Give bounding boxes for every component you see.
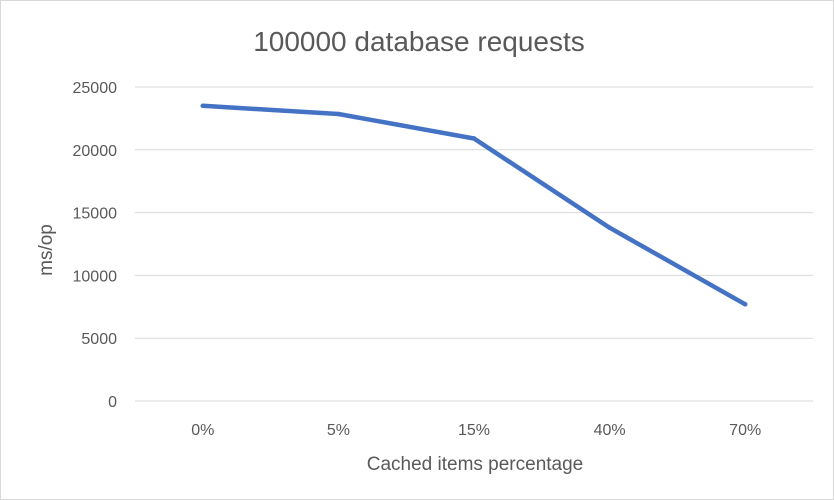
gridlines: [135, 86, 813, 402]
y-tick-label: 5000: [81, 331, 117, 348]
series-layer: [200, 103, 748, 307]
y-axis-ticks: 0 5000 10000 15000 20000 25000: [73, 80, 118, 411]
series-line: [200, 103, 748, 307]
x-tick-label: 70%: [729, 422, 761, 439]
x-tick-label: 40%: [594, 422, 626, 439]
y-tick-label: 25000: [73, 80, 118, 97]
y-tick-label: 15000: [73, 206, 118, 223]
data-point: [471, 136, 477, 141]
x-axis-ticks: 0% 5% 15% 40% 70%: [191, 422, 761, 439]
y-tick-label: 20000: [73, 143, 118, 160]
x-tick-label: 5%: [327, 422, 350, 439]
x-tick-label: 15%: [458, 422, 490, 439]
y-tick-label: 10000: [73, 268, 118, 285]
data-point: [607, 225, 612, 230]
x-tick-label: 0%: [191, 422, 214, 439]
y-axis-title: ms/op: [36, 224, 57, 276]
y-tick-label: 0: [108, 394, 117, 411]
data-point: [200, 103, 205, 109]
data-point: [336, 111, 341, 117]
x-axis-title: Cached items percentage: [367, 454, 584, 475]
chart-title: 100000 database requests: [253, 26, 585, 57]
data-point: [743, 302, 748, 307]
